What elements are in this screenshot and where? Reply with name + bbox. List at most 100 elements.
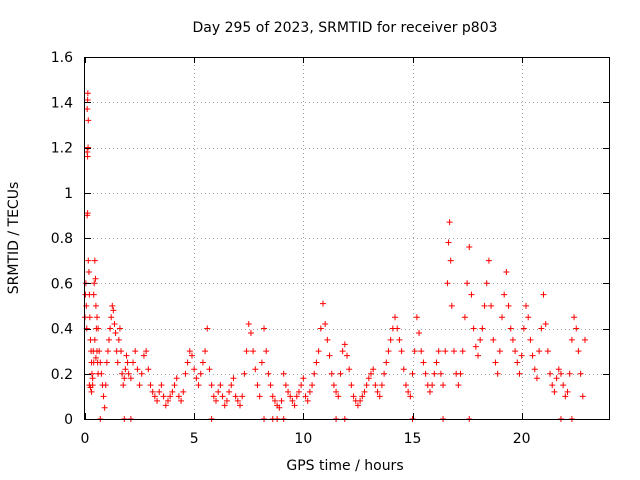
data-point <box>247 330 254 337</box>
data-point <box>171 382 178 389</box>
y-tick-label: 0.4 <box>51 322 73 338</box>
data-point <box>276 404 283 411</box>
data-point <box>536 348 543 355</box>
data-point <box>85 144 92 151</box>
data-point <box>450 348 457 355</box>
data-point <box>483 280 490 287</box>
data-point <box>223 397 230 404</box>
data-point <box>182 370 189 377</box>
data-point <box>300 375 307 382</box>
data-point <box>197 370 204 377</box>
data-point <box>92 354 99 361</box>
data-point <box>85 268 92 275</box>
y-tick-label: 1.6 <box>51 50 73 66</box>
data-point <box>383 359 390 366</box>
data-point <box>206 366 213 373</box>
data-point <box>376 393 383 400</box>
data-point <box>448 302 455 309</box>
data-point <box>269 393 276 400</box>
data-point <box>341 341 348 348</box>
data-point <box>85 117 92 124</box>
data-point <box>402 382 409 389</box>
data-point <box>120 382 127 389</box>
data-point <box>575 348 582 355</box>
data-point <box>418 348 425 355</box>
data-point <box>132 348 139 355</box>
data-point <box>348 382 355 389</box>
data-point <box>151 393 158 400</box>
data-point <box>282 382 289 389</box>
data-point <box>459 348 466 355</box>
y-tick-label: 1 <box>64 186 73 202</box>
data-point <box>88 370 95 377</box>
data-point <box>84 153 91 160</box>
plot-frame <box>84 57 610 420</box>
data-point <box>525 314 532 321</box>
data-point <box>531 366 538 373</box>
data-point <box>509 336 516 343</box>
data-point <box>230 375 237 382</box>
data-point <box>400 366 407 373</box>
data-point <box>518 352 525 359</box>
data-point <box>115 336 122 343</box>
data-point <box>488 302 495 309</box>
data-point <box>516 370 523 377</box>
data-point <box>263 348 270 355</box>
data-point <box>208 382 215 389</box>
data-point <box>319 300 326 307</box>
data-point <box>289 397 296 404</box>
data-point <box>108 314 115 321</box>
data-point <box>145 366 152 373</box>
data-point <box>407 393 414 400</box>
data-point <box>361 388 368 395</box>
data-point <box>346 366 353 373</box>
x-tick-label: 15 <box>404 431 422 447</box>
data-point <box>109 302 116 309</box>
data-point <box>88 388 95 395</box>
data-point <box>455 382 462 389</box>
data-point <box>106 336 113 343</box>
y-tick-label: 0.2 <box>51 367 73 383</box>
data-point <box>385 348 392 355</box>
data-point <box>191 366 198 373</box>
data-point <box>84 106 91 113</box>
y-tick-label: 1.2 <box>51 141 73 157</box>
data-point <box>193 375 200 382</box>
data-point <box>127 375 134 382</box>
data-point <box>92 275 99 282</box>
data-point <box>154 397 161 404</box>
data-point <box>140 352 147 359</box>
data-point <box>501 291 508 298</box>
data-point <box>499 314 506 321</box>
y-tick-label: 0.8 <box>51 231 73 247</box>
axis-ticks <box>85 57 609 420</box>
data-point <box>514 359 521 366</box>
data-point <box>313 359 320 366</box>
data-point <box>122 366 129 373</box>
data-point <box>96 348 103 355</box>
data-point <box>84 96 91 103</box>
data-point <box>195 382 202 389</box>
data-point <box>409 370 416 377</box>
data-point <box>405 388 412 395</box>
x-axis-label: GPS time / hours <box>286 458 403 474</box>
data-point <box>112 330 119 337</box>
data-point <box>250 348 257 355</box>
data-point <box>138 370 145 377</box>
data-point <box>252 366 259 373</box>
data-point <box>188 352 195 359</box>
data-point <box>265 370 272 377</box>
data-point <box>156 388 163 395</box>
data-point <box>147 382 154 389</box>
data-point <box>304 397 311 404</box>
y-tick-label: 0.6 <box>51 276 73 292</box>
data-point <box>354 402 361 409</box>
data-point <box>485 257 492 264</box>
data-point <box>435 348 442 355</box>
data-point <box>232 393 239 400</box>
data-point <box>429 382 436 389</box>
data-point <box>204 325 211 332</box>
data-point <box>302 393 309 400</box>
data-point <box>470 325 477 332</box>
